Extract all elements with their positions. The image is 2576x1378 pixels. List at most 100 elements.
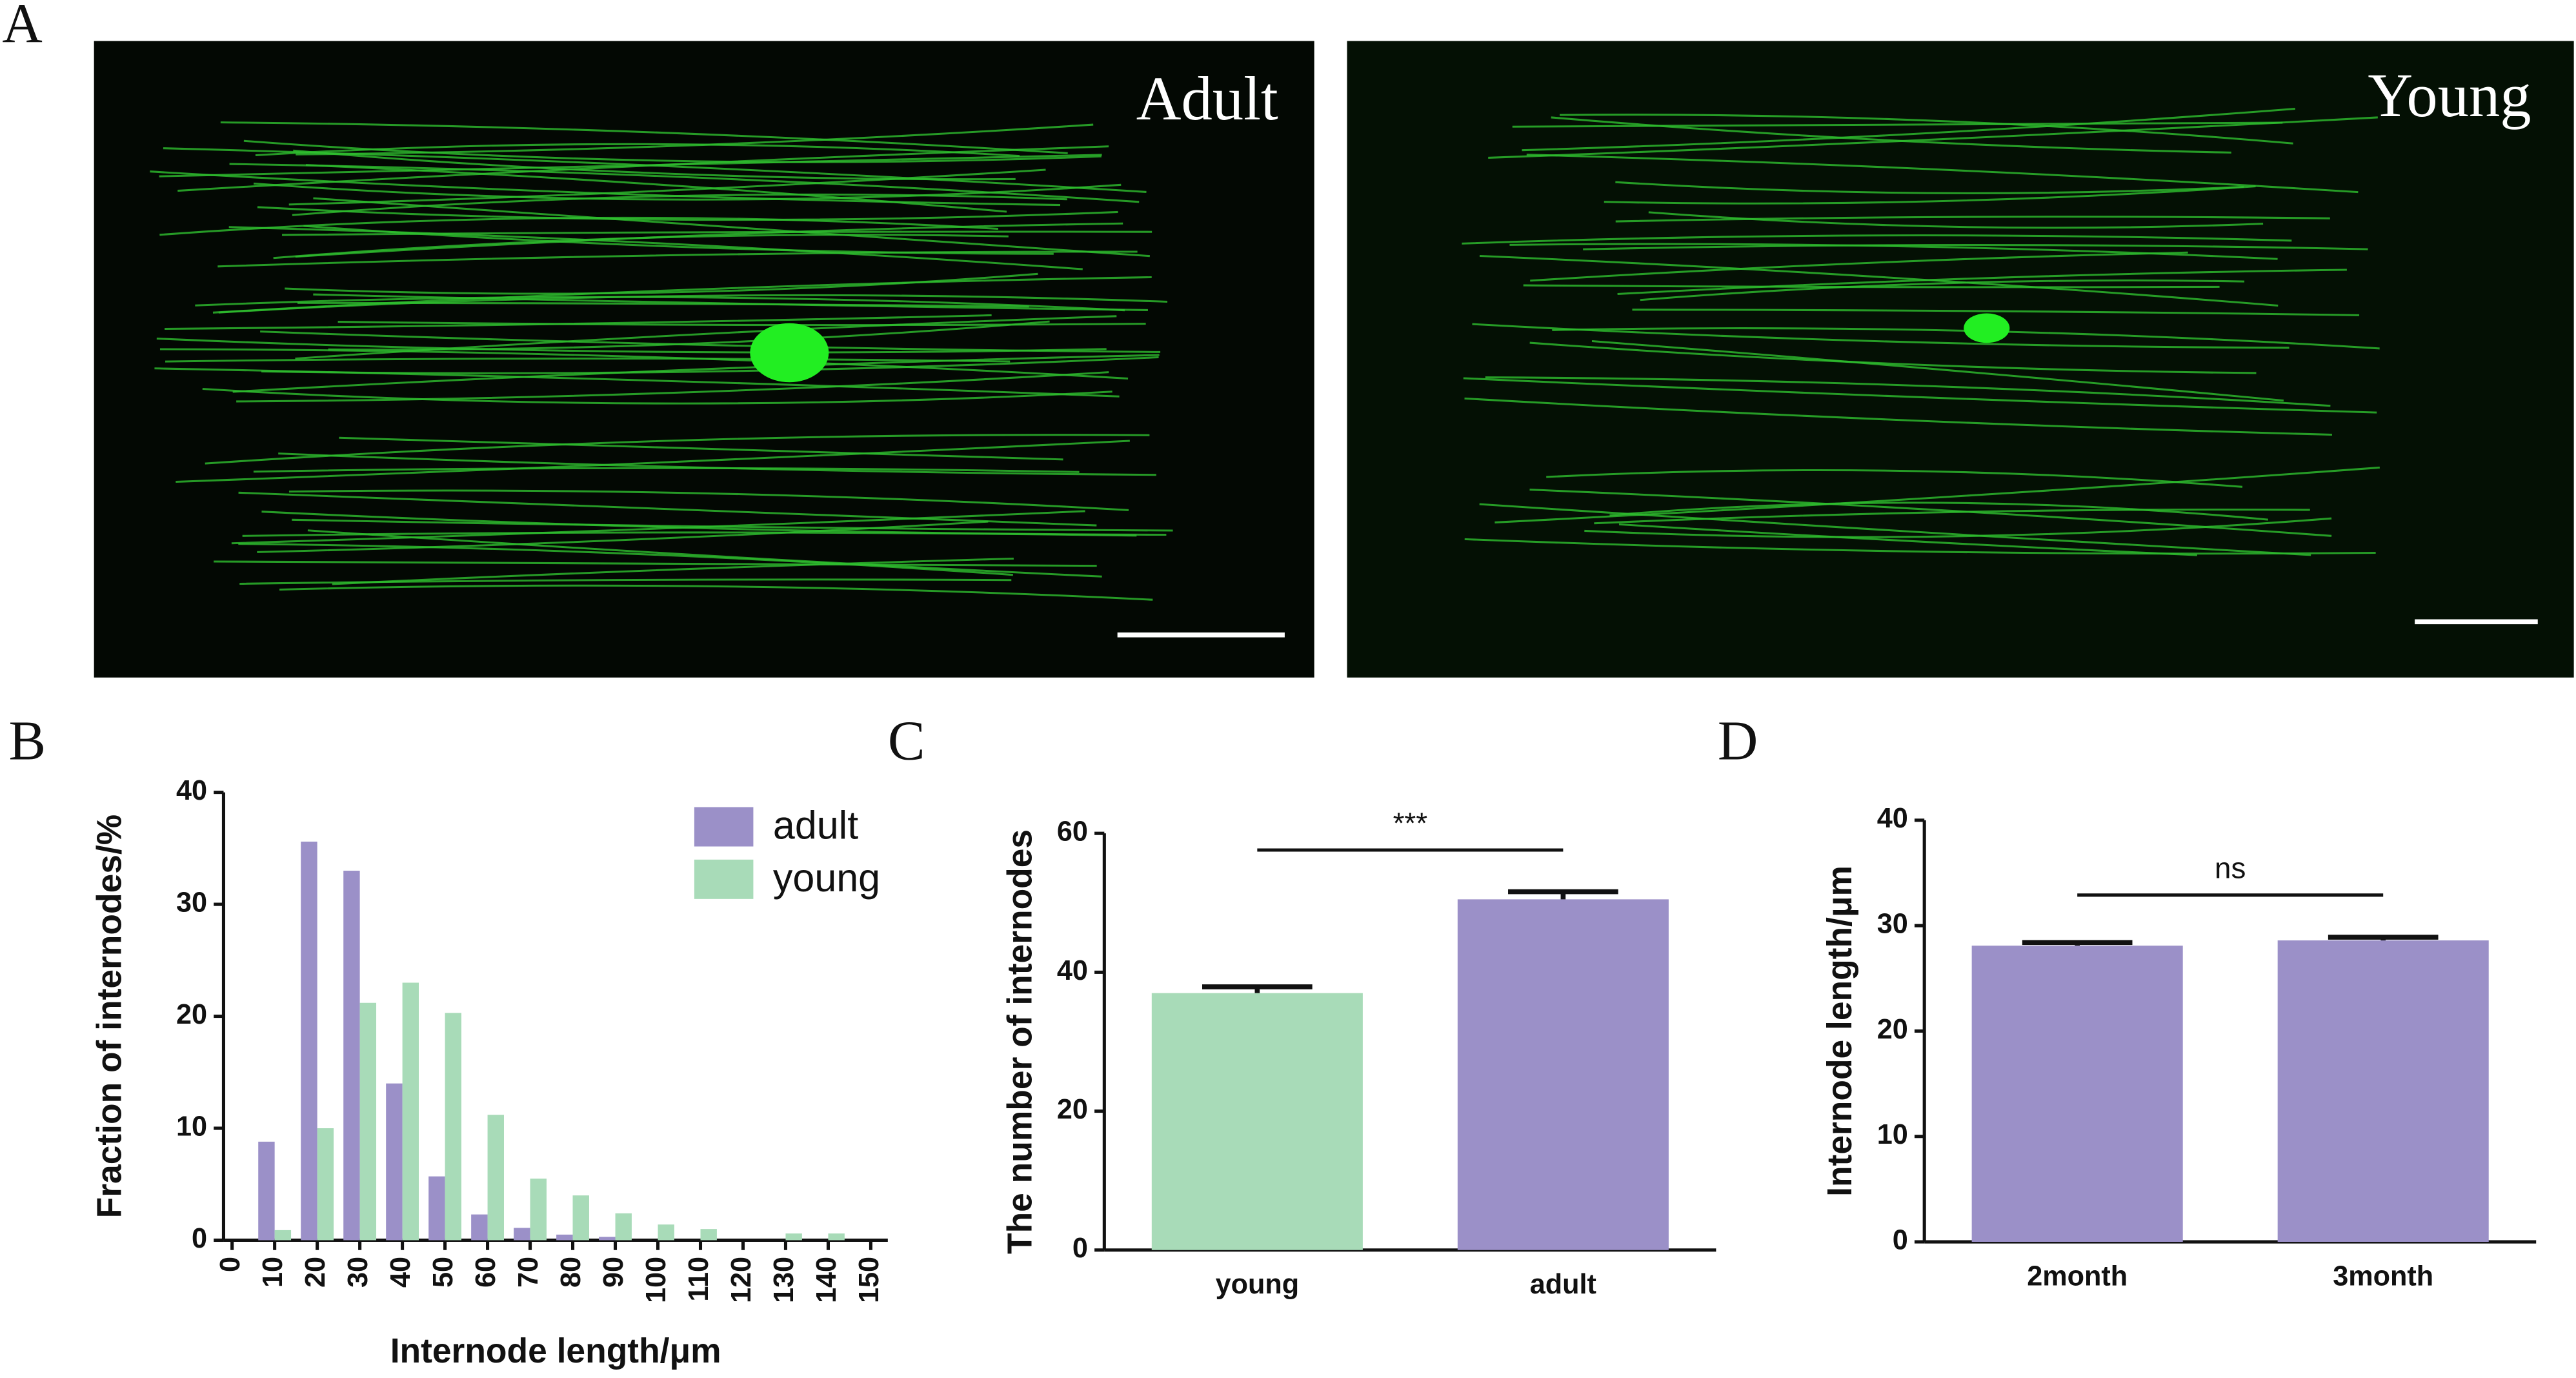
neurite: [261, 511, 1167, 536]
neurite: [220, 121, 1068, 154]
neurite: [261, 356, 1159, 374]
y-axis-title: The number of internodes: [1001, 829, 1039, 1254]
x-tick-label: 130: [769, 1257, 800, 1303]
neurite: [1591, 339, 2284, 402]
y-tick-label: 0: [1893, 1224, 1908, 1255]
neurite: [1464, 538, 2376, 555]
bar: [572, 1195, 589, 1241]
image-label: Adult: [1136, 64, 1278, 133]
bar: [514, 1228, 530, 1241]
x-tick-label: 3month: [2333, 1261, 2433, 1292]
neurite: [313, 293, 1148, 311]
neurite: [1615, 216, 2330, 223]
neurite: [1522, 107, 2295, 152]
neurite: [1494, 466, 2380, 523]
neurite: [1615, 181, 2244, 194]
neurite: [282, 230, 1152, 236]
bar: [1457, 899, 1669, 1250]
x-tick-label: 140: [811, 1257, 842, 1303]
neurite: [307, 529, 1102, 578]
neurite: [1485, 376, 2331, 407]
x-tick-label: young: [1216, 1269, 1300, 1300]
y-tick-label: 40: [1877, 803, 1908, 834]
soma: [1964, 313, 2010, 343]
bar: [445, 1013, 461, 1241]
y-tick-label: 10: [1877, 1119, 1908, 1150]
neurite: [1594, 508, 2310, 525]
y-tick-label: 30: [1877, 909, 1908, 940]
x-tick-label: 0: [215, 1257, 246, 1272]
neurite: [1584, 517, 2332, 538]
panel-label: D: [1718, 709, 1758, 771]
x-tick-label: 80: [556, 1257, 587, 1288]
neurite: [292, 518, 1173, 532]
neurite: [202, 388, 1112, 405]
neurite: [1512, 121, 2283, 128]
panel-label: B: [9, 709, 46, 771]
neurite: [1523, 284, 2220, 289]
neurite: [214, 560, 1097, 567]
bar: [402, 982, 419, 1241]
bar: [615, 1213, 632, 1241]
y-tick-label: 40: [176, 775, 207, 806]
neurite: [159, 348, 1129, 380]
neurite: [238, 543, 1013, 576]
error-bar: [1508, 889, 1618, 900]
neurite: [243, 139, 1102, 163]
neurite: [212, 276, 1152, 314]
neurite: [150, 170, 1061, 207]
bar: [428, 1176, 445, 1241]
x-tick-label: 70: [513, 1257, 544, 1288]
x-tick-label: 50: [428, 1257, 459, 1288]
y-tick-label: 20: [1057, 1094, 1088, 1125]
neurite: [279, 584, 1153, 601]
y-tick-label: 10: [176, 1111, 207, 1142]
neurite: [217, 250, 1138, 268]
neurite: [228, 226, 1083, 270]
x-tick-label: 110: [683, 1257, 714, 1302]
neurite: [328, 320, 1050, 351]
bar: [1971, 946, 2183, 1242]
bar: [828, 1233, 845, 1241]
neurite: [1530, 251, 2188, 282]
bar: [1151, 993, 1363, 1250]
neurite: [238, 491, 1097, 527]
legend-label: young: [773, 856, 880, 900]
x-tick-label: 60: [470, 1257, 501, 1288]
y-tick-label: 40: [1057, 955, 1088, 986]
neurite: [1632, 309, 2360, 316]
neurite: [205, 434, 1150, 465]
neurite: [288, 168, 1046, 206]
neurite: [236, 371, 1109, 403]
neurite: [1546, 469, 2243, 488]
soma: [750, 323, 829, 383]
y-tick-label: 20: [1877, 1014, 1908, 1045]
y-axis-title: Fraction of internodes/%: [91, 815, 129, 1219]
significance-label: ***: [1393, 807, 1428, 840]
x-tick-label: 120: [726, 1257, 757, 1303]
neurite: [177, 145, 1109, 192]
bar: [471, 1214, 488, 1241]
y-axis-title: Internode length/μm: [1821, 866, 1859, 1197]
neurite: [1488, 116, 2378, 159]
neurite: [156, 338, 1107, 354]
legend-swatch: [694, 807, 754, 847]
neurite: [253, 467, 1080, 473]
neurite: [1464, 397, 2332, 436]
bar: [700, 1229, 717, 1241]
neurite: [1463, 377, 2377, 414]
x-tick-label: 40: [385, 1257, 416, 1288]
neurite: [176, 440, 1130, 483]
neurite: [1609, 502, 2269, 521]
neurite: [195, 296, 1125, 312]
bar: [487, 1115, 504, 1241]
legend-label: adult: [773, 804, 858, 847]
error-bar: [2022, 940, 2133, 946]
bar: [343, 871, 360, 1241]
x-tick-label: adult: [1530, 1269, 1596, 1300]
image-label: Young: [2368, 61, 2531, 130]
neurite: [295, 222, 1123, 258]
x-tick-label: 100: [641, 1257, 672, 1303]
bar: [386, 1083, 403, 1241]
panel-label: C: [888, 709, 925, 771]
